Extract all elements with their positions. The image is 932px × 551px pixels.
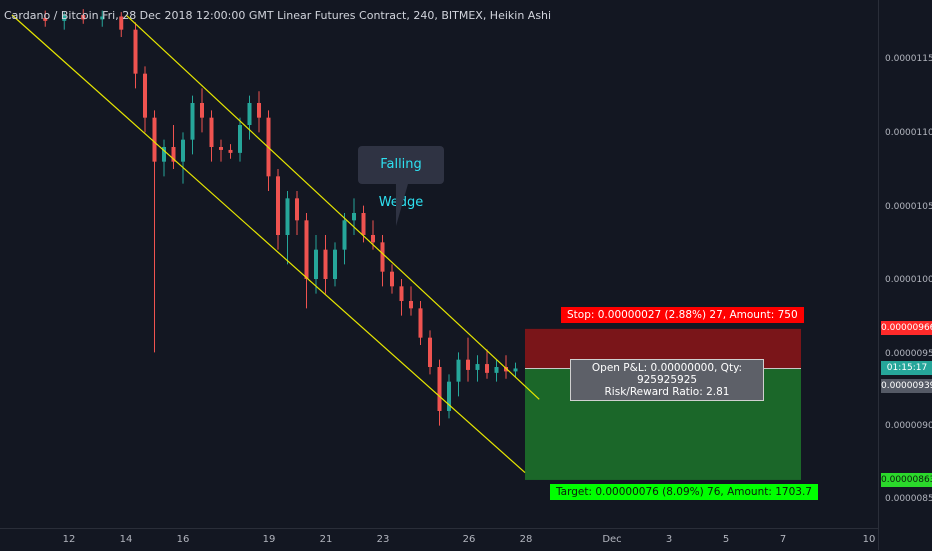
- candle-body: [342, 220, 347, 250]
- candle-body: [314, 249, 318, 279]
- time-tick: 21: [319, 534, 333, 545]
- candle-body: [62, 15, 67, 21]
- time-tick: Dec: [602, 534, 622, 545]
- candle-body: [466, 359, 470, 370]
- candle-body: [247, 103, 252, 125]
- time-tick: 12: [62, 534, 76, 545]
- time-tick: 19: [262, 534, 276, 545]
- candle-body: [295, 198, 299, 221]
- trendline-lower: [11, 14, 526, 474]
- time-tick: 5: [722, 534, 730, 545]
- candle-body: [304, 220, 309, 279]
- candle-body: [380, 242, 385, 272]
- candle-body: [323, 249, 328, 279]
- time-tick: 7: [779, 534, 787, 545]
- pnl-line: Open P&L: 0.00000000, Qty: 925925925: [591, 362, 743, 386]
- candle-body: [228, 149, 233, 153]
- candle-body: [162, 147, 166, 162]
- candle-body: [437, 367, 442, 411]
- candle-body: [285, 198, 290, 235]
- candle-body: [119, 16, 124, 30]
- time-tick: 28: [519, 534, 533, 545]
- entry-price-badge: 0.00000939: [881, 379, 932, 393]
- time-tick: 26: [462, 534, 476, 545]
- candle-body: [181, 139, 185, 162]
- candle-body: [399, 286, 404, 301]
- candle-body: [190, 103, 195, 140]
- candle-body: [333, 249, 337, 279]
- candle-body: [100, 16, 105, 20]
- candle-body: [428, 337, 432, 367]
- time-tick: 3: [665, 534, 673, 545]
- risk-reward-line: Risk/Reward Ratio: 2.81: [604, 386, 730, 398]
- trendline-upper: [125, 14, 540, 400]
- candle-body: [143, 73, 147, 118]
- candle-body: [257, 103, 261, 118]
- time-tick: 16: [176, 534, 190, 545]
- candle-body: [485, 364, 489, 373]
- candle-body: [200, 103, 204, 118]
- candle-body: [152, 117, 157, 162]
- countdown-badge: 01:15:17: [881, 361, 932, 375]
- target-price-badge: 0.00000863: [881, 473, 932, 487]
- price-chart[interactable]: [0, 0, 878, 528]
- stop-label[interactable]: Stop: 0.00000027 (2.88%) 27, Amount: 750: [561, 307, 804, 323]
- candle-body: [371, 235, 375, 243]
- candle-body: [209, 117, 214, 147]
- candle-body: [81, 15, 86, 20]
- candle-body: [390, 271, 394, 287]
- candle-body: [219, 147, 223, 150]
- candle-body: [43, 17, 48, 21]
- falling-wedge-callout[interactable]: Falling Wedge: [358, 146, 444, 210]
- candle-body: [475, 364, 480, 370]
- candle-body: [447, 381, 451, 411]
- candle-body: [456, 359, 461, 382]
- target-label[interactable]: Target: 0.00000076 (8.09%) 76, Amount: 1…: [550, 484, 818, 500]
- time-tick: 10: [862, 534, 876, 545]
- stop-price-badge: 0.00000966: [881, 321, 932, 335]
- time-tick: 23: [376, 534, 390, 545]
- pnl-label[interactable]: Open P&L: 0.00000000, Qty: 925925925 Ris…: [570, 359, 764, 401]
- candle-body: [513, 368, 518, 372]
- chart-title: Cardano / Bitcoin Fri, 28 Dec 2018 12:00…: [4, 9, 552, 22]
- candle-body: [133, 29, 138, 74]
- candle-body: [409, 301, 413, 309]
- candle-body: [238, 125, 242, 153]
- candle-body: [352, 213, 356, 221]
- candle-body: [494, 367, 499, 373]
- candle-body: [276, 176, 280, 235]
- candle-body: [504, 367, 508, 372]
- candle-body: [361, 213, 366, 235]
- candle-body: [418, 308, 423, 338]
- candle-body: [171, 147, 176, 162]
- time-tick: 14: [119, 534, 133, 545]
- time-axis[interactable]: 12 14 16 19 21 23 26 28 Dec 3 5 7 10: [0, 528, 878, 551]
